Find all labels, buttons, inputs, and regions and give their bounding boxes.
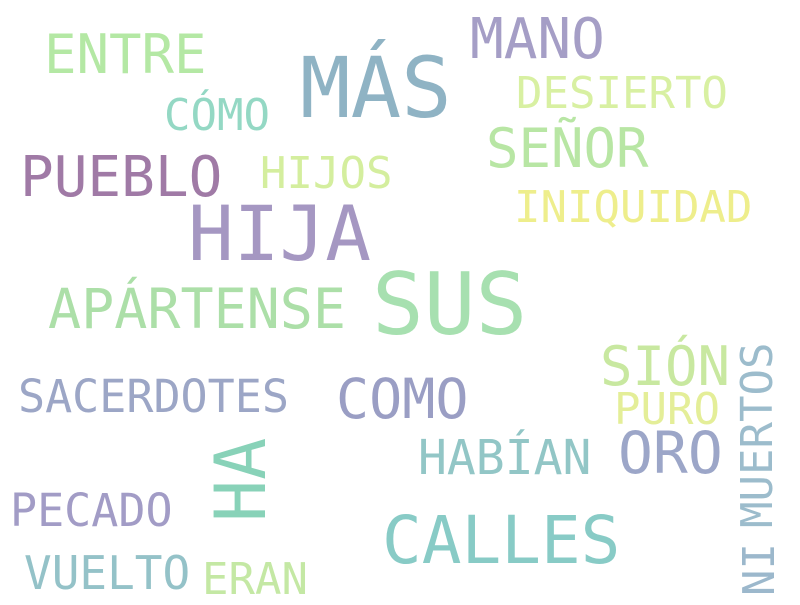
- word-habian: HABÍAN: [418, 430, 592, 486]
- word-calles: CALLES: [382, 502, 621, 579]
- word-senor: SEÑOR: [486, 117, 649, 180]
- word-pecado: PECADO: [10, 484, 173, 537]
- word-hija: HIJA: [188, 189, 372, 278]
- word-mano: MANO: [470, 7, 605, 72]
- word-ni: NI: [734, 543, 785, 596]
- word-mas: MÁS: [300, 39, 452, 137]
- word-pueblo: PUEBLO: [20, 145, 223, 210]
- word-eran: ERAN: [202, 554, 308, 605]
- word-iniquidad: INIQUIDAD: [514, 182, 753, 233]
- word-sacerdotes: SACERDOTES: [18, 370, 289, 423]
- word-muertos: MUERTOS: [732, 342, 783, 528]
- word-ha: HA: [200, 437, 282, 522]
- word-hijos: HIJOS: [260, 148, 393, 199]
- word-desierto: DESIERTO: [516, 68, 728, 119]
- word-como-accented: CÓMO: [164, 90, 270, 141]
- word-entre: ENTRE: [44, 23, 207, 86]
- word-puro: PURO: [614, 384, 720, 435]
- word-sus: SUS: [372, 255, 528, 355]
- word-sion: SIÓN: [600, 335, 731, 398]
- word-como: COMO: [336, 367, 469, 431]
- word-vuelto: VUELTO: [24, 546, 191, 600]
- word-oro: ORO: [618, 419, 723, 487]
- word-apartense: APÁRTENSE: [48, 277, 347, 341]
